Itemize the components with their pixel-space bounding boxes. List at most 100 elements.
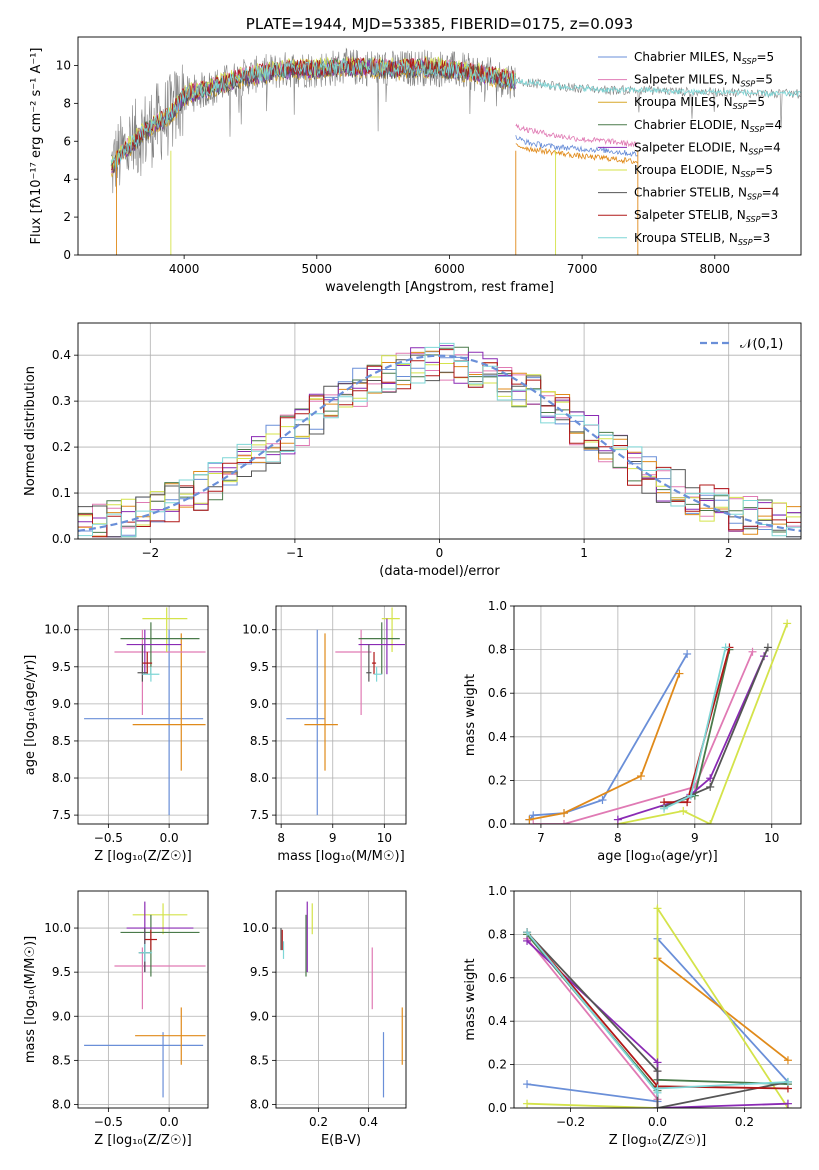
- panel-weight-vs-z: −0.2 0.0 0.2 0.0 0.2 0.4 0.6 0.8 1.0 Z [log₁₀(Z/Z…: [463, 884, 802, 1148]
- data-point: [138, 943, 153, 962]
- y-tick-label: 8.5: [52, 1053, 71, 1067]
- model-red-tail: [515, 135, 638, 158]
- x-tick-label: −0.2: [556, 1115, 585, 1129]
- weight-marker: [653, 1104, 662, 1108]
- panel-mass-vs-ebv: 0.2 0.4 8.0 8.5 9.0 9.5 10.0 E(B-V): [242, 890, 407, 1148]
- weight-marker: [660, 804, 669, 813]
- x-axis-label: E(B-V): [321, 1133, 361, 1148]
- x-tick-label: 2: [725, 546, 733, 560]
- y-tick-label: 1.0: [488, 884, 507, 898]
- weight-series-line: [617, 623, 789, 824]
- data-point: [142, 651, 153, 675]
- data-point: [132, 903, 188, 935]
- y-tick-label: 9.0: [52, 1009, 71, 1023]
- data-point: [286, 629, 326, 816]
- x-tick-label: 0.4: [359, 1115, 378, 1129]
- data-point: [144, 929, 157, 951]
- y-tick-label: 0.0: [52, 532, 71, 546]
- x-axis-label: wavelength [Angstrom, rest frame]: [325, 280, 554, 295]
- weight-marker: [529, 820, 538, 824]
- x-tick-label: 1: [580, 546, 588, 560]
- model-red-tail: [515, 78, 801, 98]
- plot-area: [523, 904, 792, 1108]
- weight-marker: [686, 791, 695, 800]
- x-axis-label: mass [log₁₀(M/M☉)]: [277, 849, 404, 864]
- y-tick-label: 0.3: [52, 394, 71, 408]
- y-tick-label: 8.0: [52, 771, 71, 785]
- x-tick-label: 8: [277, 831, 285, 845]
- y-tick-label: 6: [63, 134, 71, 148]
- panel-weight-vs-age: 7 8 9 10 0.0 0.2 0.4 0.6 0.8 1.0 age [log₁₀(age/yr…: [463, 599, 802, 864]
- chart-title: PLATE=1944, MJD=53385, FIBERID=0175, z=0…: [246, 15, 633, 33]
- data-point: [358, 622, 400, 675]
- panel-residuals: −2 −1 0 1 2 0.0 0.1 0.2 0.3 0.4 (data-model)/error…: [23, 322, 802, 579]
- y-axis-label: mass weight: [463, 674, 478, 756]
- legend-entry: Chabrier ELODIE, NSSP=4: [634, 118, 782, 134]
- x-tick-label: 0: [436, 546, 444, 560]
- weight-marker: [525, 815, 534, 824]
- histogram-series: [78, 349, 801, 538]
- y-tick-label: 10: [56, 58, 71, 72]
- weight-marker: [560, 809, 569, 818]
- weight-marker: [679, 806, 688, 815]
- x-axis-label: Z [log₁₀(Z/Z☉)]: [609, 1133, 706, 1148]
- axes-frame: [513, 605, 802, 825]
- weight-marker: [613, 815, 622, 824]
- data-point: [84, 629, 204, 816]
- y-tick-label: 9.5: [52, 660, 71, 674]
- y-tick-label: 0.8: [488, 643, 507, 657]
- weight-marker: [675, 669, 684, 678]
- x-tick-label: 10: [764, 831, 779, 845]
- x-axis-label: (data-model)/error: [379, 564, 500, 579]
- y-tick-label: 0.1: [52, 486, 71, 500]
- panel-age-vs-mass: 8 9 10 7.5 8.0 8.5 9.0 9.5 10.0 mass [log₁₀(M/M☉)…: [242, 605, 407, 864]
- data-point: [84, 1032, 204, 1098]
- weight-series-line: [617, 655, 765, 821]
- data-point: [114, 947, 206, 1010]
- y-tick-label: 0.2: [488, 1058, 507, 1072]
- y-tick-label: 10.0: [44, 921, 71, 935]
- plot-area: [525, 619, 792, 824]
- weight-marker: [529, 811, 538, 820]
- y-tick-label: 10.0: [242, 921, 269, 935]
- y-tick-label: 8.0: [250, 771, 269, 785]
- y-tick-label: 0.0: [488, 817, 507, 831]
- panel-spectrum: 4000 5000 6000 7000 8000 0 2 4 6 8 10 wavelength [A…: [29, 36, 802, 295]
- axes-frame: [77, 890, 209, 1109]
- weight-marker: [683, 649, 692, 658]
- plot-area: [78, 342, 801, 538]
- panel-age-vs-z: −0.5 0.0 7.5 8.0 8.5 9.0 9.5 10.0 Z [log₁₀(Z/Z☉)…: [23, 605, 209, 864]
- legend-entry: Chabrier STELIB, NSSP=4: [634, 186, 779, 202]
- weight-marker: [783, 1077, 792, 1086]
- data-point: [371, 651, 377, 675]
- y-tick-label: 9.0: [52, 697, 71, 711]
- y-tick-label: 7.5: [250, 808, 269, 822]
- plot-area: [84, 607, 206, 816]
- y-axis-label: mass [log₁₀(M/M☉)]: [23, 936, 38, 1063]
- plot-area: [280, 901, 403, 1098]
- histogram-series: [78, 342, 801, 538]
- x-tick-label: 4000: [169, 262, 200, 276]
- x-axis-label: Z [log₁₀(Z/Z☉)]: [94, 849, 191, 864]
- data-point: [114, 629, 206, 715]
- weight-marker: [706, 820, 715, 824]
- y-tick-label: 9.5: [250, 965, 269, 979]
- weight-marker: [636, 772, 645, 781]
- y-tick-label: 0.4: [52, 348, 71, 362]
- y-tick-label: 0: [63, 248, 71, 262]
- data-point: [366, 644, 372, 682]
- data-point: [335, 629, 372, 715]
- weight-marker: [523, 936, 532, 945]
- y-tick-label: 9.0: [250, 1009, 269, 1023]
- legend-entry: 𝒩(0,1): [740, 337, 783, 352]
- y-tick-label: 2: [63, 210, 71, 224]
- legend: Chabrier MILES, NSSP=5 Salpeter MILES, NS…: [598, 50, 782, 247]
- weight-marker: [706, 782, 715, 791]
- data-point: [304, 633, 338, 771]
- data-point: [135, 1007, 206, 1065]
- x-tick-label: −2: [141, 546, 159, 560]
- x-axis-label: age [log₁₀(age/yr)]: [597, 849, 718, 864]
- weight-marker: [653, 1058, 662, 1067]
- y-tick-label: 8: [63, 96, 71, 110]
